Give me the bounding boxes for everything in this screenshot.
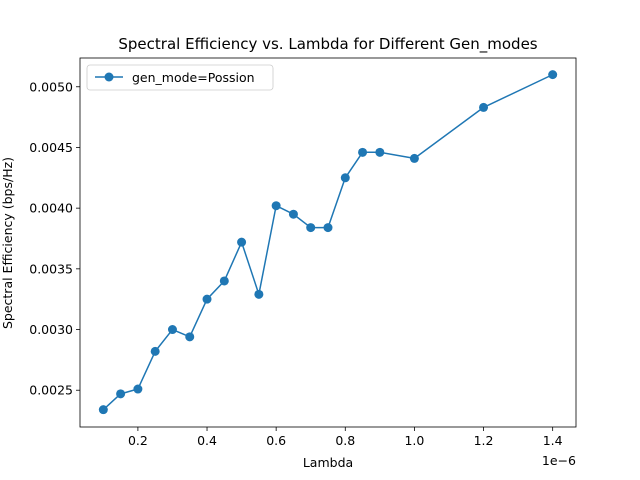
data-point [167,325,177,335]
legend-marker [104,72,114,82]
x-axis-offset-label: 1e−6 [542,453,576,468]
y-axis-label: Spectral Efficiency (bps/Hz) [0,157,15,329]
data-point [237,237,247,247]
x-tick-label: 1.4 [543,433,563,448]
data-point [133,384,143,394]
y-tick-label: 0.0040 [29,201,73,216]
x-tick-label: 1.0 [404,433,424,448]
data-point [409,153,419,163]
data-point [358,147,368,157]
x-tick-label: 0.8 [335,433,355,448]
data-point [288,209,298,219]
data-point [271,201,281,211]
data-point [479,102,489,112]
data-point [185,332,195,342]
data-point [150,346,160,356]
x-tick-label: 0.6 [266,433,286,448]
plot-area: 0.2 0.4 0.6 0.8 1.0 1.2 1.4 0.0025 0.0030 0.0035 0… [29,57,577,448]
x-axis-label: Lambda [303,455,353,470]
y-tick-label: 0.0050 [29,79,73,94]
y-tick-label: 0.0030 [29,322,73,337]
data-point [98,405,108,415]
y-tick-label: 0.0025 [29,383,73,398]
data-point [219,276,229,286]
y-tick-label: 0.0035 [29,261,73,276]
data-point [323,223,333,233]
x-tick-label: 0.2 [128,433,148,448]
x-tick-label: 1.2 [474,433,494,448]
chart-title: Spectral Efficiency vs. Lambda for Diffe… [118,35,537,54]
legend-box [86,64,274,91]
x-tick-label: 0.4 [197,433,217,448]
data-point [116,389,126,399]
data-point [306,223,316,233]
data-point [375,147,385,157]
axes-frame [79,57,577,428]
legend: gen_mode=Possion [86,64,274,91]
data-point [202,294,212,304]
y-tick-label: 0.0045 [29,140,73,155]
legend-label: gen_mode=Possion [132,70,255,85]
data-point [548,70,558,80]
data-point [340,173,350,183]
data-point [254,289,264,299]
